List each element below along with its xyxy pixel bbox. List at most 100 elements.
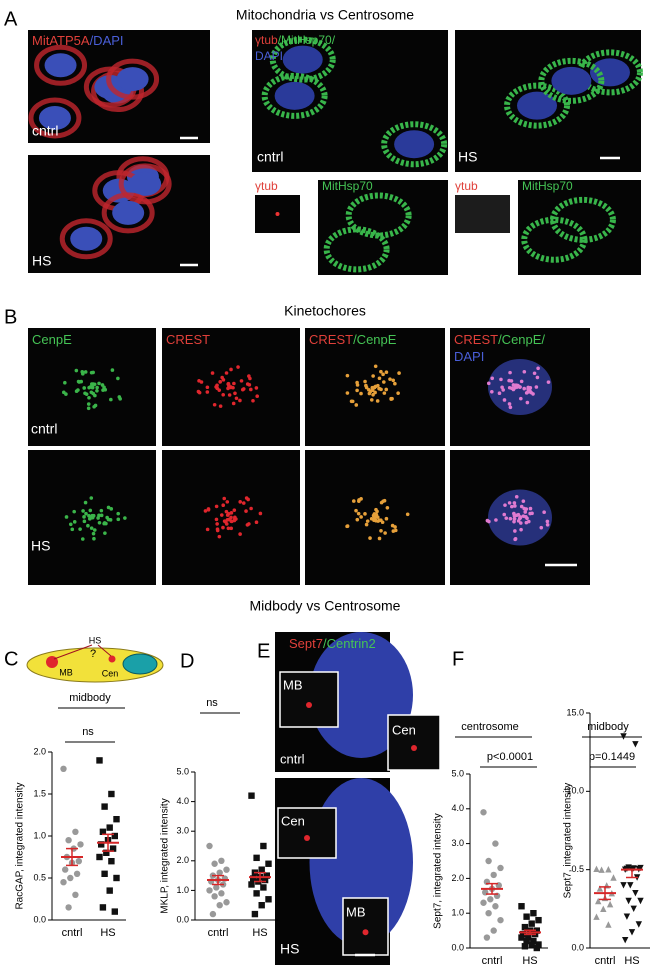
condition-label: cntrl bbox=[280, 751, 305, 766]
kinetochore bbox=[523, 510, 528, 514]
inset-label: MB bbox=[283, 677, 303, 692]
data-point bbox=[248, 792, 255, 799]
kinetochore bbox=[391, 529, 396, 533]
kinetochore bbox=[215, 522, 219, 526]
data-point bbox=[101, 870, 108, 877]
mito bbox=[91, 71, 145, 113]
data-point bbox=[535, 941, 542, 948]
kinetochore bbox=[68, 522, 73, 527]
panel-title: Kinetochores bbox=[284, 303, 366, 319]
kinetochore bbox=[226, 381, 231, 386]
kinetochore bbox=[221, 378, 226, 382]
data-point bbox=[530, 937, 537, 945]
kinetochore bbox=[345, 524, 349, 529]
nucleus bbox=[129, 171, 162, 196]
kinetochore bbox=[221, 392, 225, 397]
data-point bbox=[535, 916, 542, 924]
data-point bbox=[533, 927, 540, 934]
mito bbox=[101, 192, 155, 234]
nucleus bbox=[122, 653, 158, 675]
data-point bbox=[98, 841, 105, 848]
x-tick-label: HS bbox=[252, 927, 267, 939]
kinetochore bbox=[64, 515, 69, 519]
data-point bbox=[260, 884, 267, 891]
kinetochore bbox=[528, 506, 533, 511]
data-point bbox=[223, 866, 230, 873]
kinetochore bbox=[522, 369, 527, 374]
kinetochore bbox=[205, 385, 210, 390]
kinetochore bbox=[78, 527, 82, 531]
kinetochore bbox=[109, 397, 113, 402]
condition-label: cntrl bbox=[257, 149, 283, 165]
kinetochore bbox=[247, 522, 251, 526]
data-point bbox=[111, 908, 118, 915]
kinetochore bbox=[238, 398, 242, 403]
kinetochore bbox=[88, 508, 93, 513]
kinetochore bbox=[356, 511, 361, 516]
diagram-label: ? bbox=[90, 648, 96, 660]
kinetochore bbox=[91, 391, 96, 396]
data-point bbox=[480, 809, 487, 816]
kinetochore bbox=[116, 511, 121, 516]
data-point bbox=[253, 890, 260, 897]
kinetochore bbox=[233, 516, 237, 521]
kinetochore bbox=[76, 379, 81, 384]
x-tick-label: HS bbox=[624, 955, 639, 967]
y-tick-label: 1.5 bbox=[33, 788, 46, 798]
data-point bbox=[518, 903, 525, 910]
kinetochore bbox=[249, 387, 253, 392]
channel-label: CREST/CenpE/ bbox=[454, 332, 545, 347]
kinetochore bbox=[210, 371, 215, 375]
inset-label: MitHsp70 bbox=[522, 179, 573, 193]
kinetochore bbox=[116, 376, 120, 381]
kinetochore bbox=[241, 387, 246, 391]
data-point bbox=[72, 891, 79, 898]
kinetochore bbox=[527, 519, 531, 524]
kinetochore bbox=[511, 387, 516, 392]
y-tick-label: 0.0 bbox=[33, 914, 46, 924]
kinetochore bbox=[219, 513, 224, 517]
mito-network bbox=[576, 49, 643, 96]
kinetochore bbox=[214, 504, 219, 509]
kinetochore bbox=[359, 391, 363, 396]
condition-label: HS bbox=[458, 149, 477, 165]
kinetochore bbox=[524, 507, 529, 511]
kinetochore bbox=[226, 526, 231, 531]
kinetochore bbox=[377, 386, 381, 391]
data-point bbox=[625, 897, 632, 905]
kinetochore bbox=[368, 536, 372, 540]
kinetochore bbox=[86, 523, 90, 528]
kinetochore bbox=[91, 382, 95, 386]
data-point bbox=[492, 903, 499, 910]
kinetochore bbox=[109, 507, 114, 511]
data-point bbox=[523, 937, 530, 945]
kinetochore bbox=[514, 513, 519, 518]
kinetochore bbox=[225, 500, 230, 504]
y-tick-label: 2.0 bbox=[451, 873, 464, 883]
kinetochore bbox=[379, 369, 383, 374]
y-tick-label: 2.0 bbox=[176, 855, 189, 865]
data-point bbox=[632, 741, 639, 748]
data-point bbox=[487, 896, 494, 903]
kinetochore bbox=[514, 383, 518, 387]
condition-label: HS bbox=[32, 253, 51, 269]
kinetochore bbox=[108, 518, 113, 522]
kinetochore bbox=[364, 383, 368, 388]
kinetochore bbox=[229, 526, 234, 531]
kinetochore bbox=[229, 511, 234, 515]
label-part: /CenpE/ bbox=[498, 332, 545, 347]
data-point bbox=[530, 910, 537, 917]
kinetochore bbox=[367, 391, 372, 396]
data-point bbox=[490, 871, 497, 879]
y-tick-label: 3.0 bbox=[451, 838, 464, 848]
data-point bbox=[627, 882, 634, 889]
kinetochore bbox=[351, 499, 356, 503]
kinetochore bbox=[526, 389, 531, 394]
kinetochore bbox=[214, 385, 218, 389]
kinetochore bbox=[104, 521, 108, 526]
kinetochore bbox=[217, 534, 222, 539]
condition-label: cntrl bbox=[32, 123, 58, 139]
kinetochore bbox=[531, 392, 535, 396]
kinetochore bbox=[118, 397, 122, 401]
kinetochore bbox=[214, 517, 219, 522]
